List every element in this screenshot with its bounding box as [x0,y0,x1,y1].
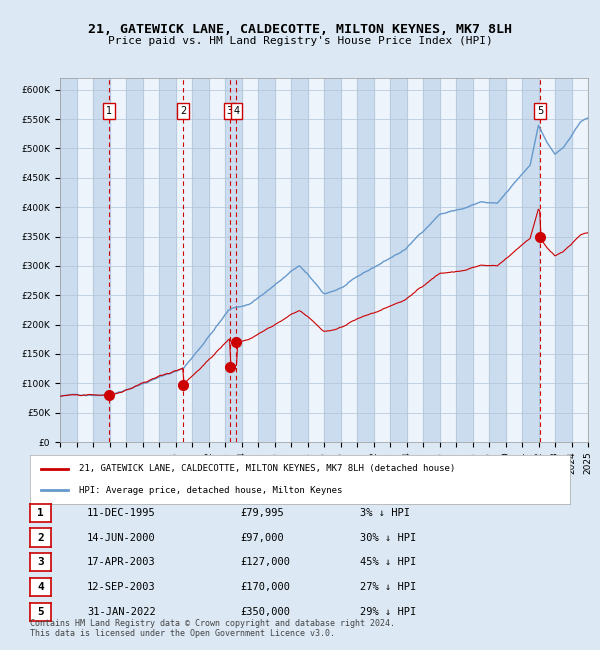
Text: 3: 3 [37,557,44,567]
Text: 30% ↓ HPI: 30% ↓ HPI [360,532,416,543]
Bar [291,78,308,442]
Text: £79,995: £79,995 [240,508,284,518]
Text: 3% ↓ HPI: 3% ↓ HPI [360,508,410,518]
Text: 2: 2 [180,106,186,116]
Text: 12-SEP-2003: 12-SEP-2003 [87,582,156,592]
Text: 4: 4 [37,582,44,592]
Text: 31-JAN-2022: 31-JAN-2022 [87,606,156,617]
Text: 4: 4 [233,106,239,116]
Text: £97,000: £97,000 [240,532,284,543]
Bar [456,78,473,442]
Text: Price paid vs. HM Land Registry's House Price Index (HPI): Price paid vs. HM Land Registry's House … [107,36,493,46]
Text: 3: 3 [227,106,233,116]
Text: 14-JUN-2000: 14-JUN-2000 [87,532,156,543]
Bar [225,78,241,442]
Text: 27% ↓ HPI: 27% ↓ HPI [360,582,416,592]
Text: 45% ↓ HPI: 45% ↓ HPI [360,557,416,567]
Bar [555,78,571,442]
Bar [258,78,275,442]
Bar [390,78,407,442]
Text: 1: 1 [106,106,112,116]
Text: £170,000: £170,000 [240,582,290,592]
Text: 5: 5 [537,106,543,116]
Text: Contains HM Land Registry data © Crown copyright and database right 2024.
This d: Contains HM Land Registry data © Crown c… [30,619,395,638]
Bar [489,78,505,442]
Bar [159,78,176,442]
Bar [126,78,143,442]
Text: 11-DEC-1995: 11-DEC-1995 [87,508,156,518]
Text: 5: 5 [37,606,44,617]
Text: HPI: Average price, detached house, Milton Keynes: HPI: Average price, detached house, Milt… [79,486,342,495]
Bar [192,78,209,442]
Bar [357,78,373,442]
Bar [93,78,110,442]
Text: 17-APR-2003: 17-APR-2003 [87,557,156,567]
Text: £350,000: £350,000 [240,606,290,617]
Bar [60,78,77,442]
Text: 2: 2 [37,532,44,543]
Bar [423,78,439,442]
Text: 29% ↓ HPI: 29% ↓ HPI [360,606,416,617]
Text: 1: 1 [37,508,44,518]
Text: 21, GATEWICK LANE, CALDECOTTE, MILTON KEYNES, MK7 8LH (detached house): 21, GATEWICK LANE, CALDECOTTE, MILTON KE… [79,464,455,473]
Bar [588,78,600,442]
Bar [522,78,539,442]
Text: £127,000: £127,000 [240,557,290,567]
Text: 21, GATEWICK LANE, CALDECOTTE, MILTON KEYNES, MK7 8LH: 21, GATEWICK LANE, CALDECOTTE, MILTON KE… [88,23,512,36]
Bar [324,78,341,442]
